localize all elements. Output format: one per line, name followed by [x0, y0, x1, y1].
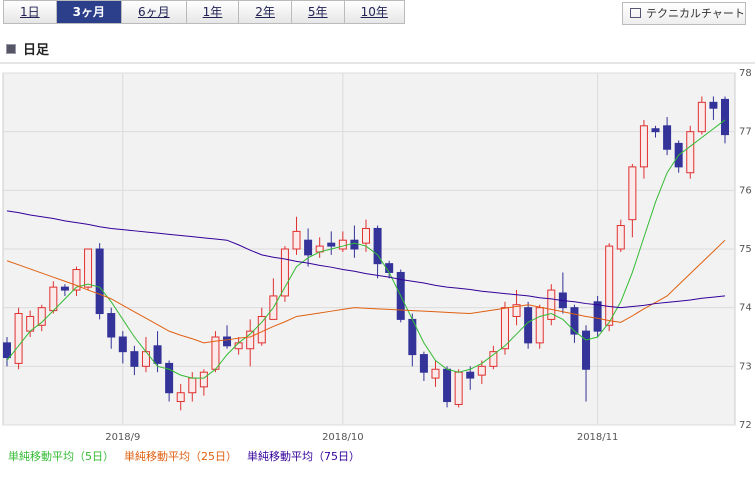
- moving-average-line: [6, 119, 726, 379]
- y-tick-label: 74: [739, 303, 752, 314]
- candle-body: [651, 128, 660, 133]
- range-tab[interactable]: 10年: [344, 0, 405, 24]
- candle-body: [280, 248, 289, 297]
- candle-body: [257, 315, 266, 344]
- candle-body: [593, 301, 602, 332]
- candle-body: [338, 239, 347, 250]
- candle-body: [72, 269, 81, 291]
- candle-body: [141, 351, 150, 367]
- y-tick-label: 75: [739, 244, 752, 255]
- candle-body: [362, 227, 370, 244]
- candle-body: [304, 239, 313, 256]
- legend-entry: 単純移動平均（5日）: [8, 449, 114, 463]
- range-tab[interactable]: 3ヶ月: [56, 0, 122, 24]
- candle-body: [246, 330, 255, 350]
- moving-average-line: [6, 239, 726, 344]
- candle-body: [489, 351, 498, 367]
- candle-body: [165, 362, 174, 394]
- candle-body: [37, 307, 46, 326]
- candle-body: [605, 245, 614, 326]
- candle-body: [60, 286, 69, 291]
- candle-body: [500, 307, 509, 350]
- candle-body: [153, 345, 162, 364]
- candle-body: [443, 368, 452, 403]
- candle-body: [107, 313, 116, 338]
- x-tick-label: 2018/11: [577, 432, 619, 443]
- candle-body: [570, 307, 579, 335]
- heading-text: 日足: [23, 43, 50, 58]
- x-tick-label: 2018/9: [105, 432, 140, 443]
- candle-body: [419, 354, 428, 373]
- candle-body: [512, 304, 521, 317]
- range-tab[interactable]: 6ヶ月: [122, 0, 187, 24]
- section-heading: 日足: [6, 39, 49, 58]
- x-tick-label: 2018/10: [322, 432, 364, 443]
- legend-entry: 単純移動平均（25日）: [124, 449, 237, 463]
- candle-body: [373, 227, 382, 265]
- candle-body: [188, 377, 197, 394]
- candle-body: [535, 307, 544, 344]
- candle-body: [292, 230, 301, 250]
- candle-body: [454, 371, 463, 405]
- y-tick-label: 76: [739, 185, 752, 196]
- y-tick-label: 72: [739, 420, 752, 431]
- candle-body: [199, 371, 208, 388]
- candle-body: [686, 131, 695, 174]
- technical-chart-button[interactable]: テクニカルチャート: [622, 2, 746, 25]
- moving-average-line: [6, 210, 726, 309]
- range-tab[interactable]: 5年: [291, 0, 345, 24]
- range-tab[interactable]: 1年: [186, 0, 240, 24]
- candle-body: [547, 289, 556, 320]
- candle-body: [709, 101, 718, 109]
- candle-body: [466, 371, 475, 379]
- candle-body: [431, 368, 440, 379]
- candle-body: [223, 336, 232, 347]
- candle-body: [639, 125, 648, 168]
- candle-body: [582, 330, 591, 370]
- candle-body: [477, 365, 486, 376]
- candle-body: [697, 101, 706, 133]
- candle-body: [616, 225, 625, 250]
- candle-body: [3, 342, 11, 359]
- candle-body: [95, 248, 104, 315]
- candle-body: [130, 351, 139, 367]
- candle-body: [176, 392, 185, 403]
- legend-entry: 単純移動平均（75日）: [247, 449, 360, 463]
- candle-body: [350, 239, 359, 250]
- y-tick-label: 73: [739, 361, 752, 372]
- candle-body: [327, 242, 336, 247]
- y-tick-label: 78: [739, 68, 752, 79]
- button-label: テクニカルチャート: [646, 7, 745, 20]
- y-tick-label: 77: [739, 127, 752, 138]
- candle-body: [14, 313, 23, 364]
- candle-body: [663, 125, 672, 150]
- candle-body: [49, 286, 58, 312]
- candle-body: [118, 336, 127, 353]
- range-tab[interactable]: 2年: [239, 0, 292, 24]
- range-tab[interactable]: 1日: [3, 0, 57, 24]
- candle-body: [628, 166, 637, 221]
- candle-body: [84, 248, 93, 288]
- range-tabs: 1日 3ヶ月 6ヶ月 1年 2年 5年 10年: [3, 0, 405, 24]
- candle-body: [721, 98, 729, 136]
